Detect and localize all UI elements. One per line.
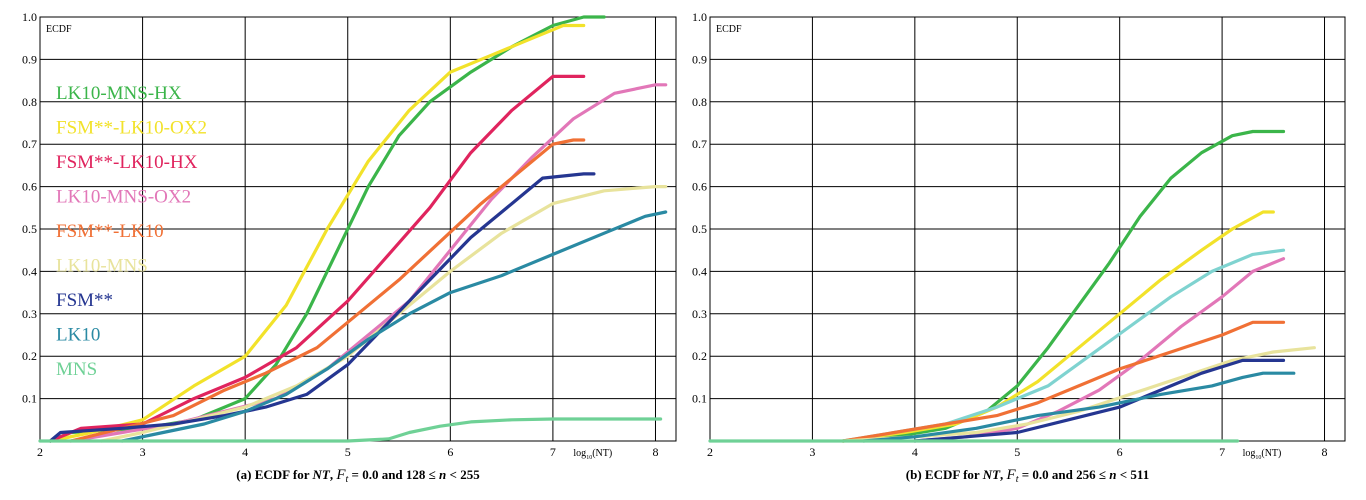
x-tick-label: 7 bbox=[1219, 445, 1225, 459]
x-axis-label-log: log bbox=[573, 448, 586, 459]
y-axis-label-a: ECDF bbox=[46, 24, 72, 35]
y-tick-label: 0.4 bbox=[22, 264, 37, 278]
caption-ft: F bbox=[335, 467, 346, 483]
y-tick-label: 0.3 bbox=[692, 307, 707, 321]
caption-prefix: (a) ECDF for bbox=[236, 467, 312, 482]
series-lines-b bbox=[708, 129, 1316, 443]
legend-entry: FSM**-LK10-HX bbox=[56, 152, 198, 173]
y-tick-label: 0.4 bbox=[692, 264, 707, 278]
x-axis-label-base: 10 bbox=[586, 455, 592, 461]
x-tick-label: 4 bbox=[912, 445, 918, 459]
caption-suffix: < 511 bbox=[1117, 467, 1150, 482]
x-tick-label: 3 bbox=[809, 445, 815, 459]
x-tick-label: 6 bbox=[447, 445, 453, 459]
caption-ft-sub: t bbox=[1016, 474, 1019, 485]
series-line bbox=[841, 210, 1275, 443]
series-line bbox=[38, 417, 663, 443]
x-tick-label: 6 bbox=[1117, 445, 1123, 459]
x-axis-label-b: log10(NT) bbox=[1243, 448, 1282, 461]
series-line bbox=[48, 23, 586, 443]
x-axis-label-nt: (NT) bbox=[592, 448, 612, 459]
chart-panel-b: 0.1 0.2 0.3 0.4 0.5 0.6 0.7 0.8 0.9 1.0 2 3 4 5 6 7 8 E… bbox=[692, 10, 1346, 485]
x-tick-labels-a: 2 3 4 5 6 7 8 bbox=[37, 445, 658, 459]
x-tick-label: 3 bbox=[140, 445, 146, 459]
caption-ft-sub: t bbox=[346, 474, 349, 485]
y-axis-label-b: ECDF bbox=[716, 24, 742, 35]
x-tick-label: 7 bbox=[550, 445, 556, 459]
caption-metric: NT bbox=[311, 467, 330, 482]
legend-entry: LK10-MNS-HX bbox=[56, 83, 182, 104]
y-tick-label: 0.2 bbox=[22, 349, 37, 363]
caption-a: (a) ECDF for NT, Ft = 0.0 and 128 ≤ n < … bbox=[236, 467, 480, 485]
caption-condition: = 0.0 and 128 ≤ bbox=[348, 467, 439, 482]
series-lines-a bbox=[38, 15, 668, 443]
series-line bbox=[120, 210, 668, 443]
y-tick-label: 0.7 bbox=[22, 137, 37, 151]
x-tick-label: 4 bbox=[242, 445, 248, 459]
chart-panel-a: 0.1 0.2 0.3 0.4 0.5 0.6 0.7 0.8 0.9 1.0 2 3 4 5 6 7 8 E… bbox=[22, 10, 677, 485]
series-line bbox=[69, 138, 586, 443]
caption-condition: = 0.0 and 256 ≤ bbox=[1019, 467, 1110, 482]
series-line bbox=[913, 257, 1286, 443]
x-tick-label: 8 bbox=[1322, 445, 1328, 459]
y-tick-label: 0.2 bbox=[692, 349, 707, 363]
y-tick-label: 0.5 bbox=[692, 222, 707, 236]
y-tick-label: 0.5 bbox=[22, 222, 37, 236]
series-line bbox=[48, 172, 596, 443]
legend-entry: MNS bbox=[56, 359, 97, 380]
x-tick-label: 2 bbox=[707, 445, 713, 459]
y-tick-labels-b: 0.1 0.2 0.3 0.4 0.5 0.6 0.7 0.8 0.9 1.0 bbox=[692, 10, 707, 406]
legend-entry: FSM** bbox=[56, 290, 113, 311]
x-tick-label: 2 bbox=[37, 445, 43, 459]
caption-n: n bbox=[1109, 467, 1116, 482]
caption-suffix: < 255 bbox=[446, 467, 480, 482]
legend-entry: LK10-MNS bbox=[56, 256, 148, 277]
series-line bbox=[841, 346, 1316, 443]
gridlines-b bbox=[710, 16, 1345, 441]
y-tick-label: 0.1 bbox=[692, 392, 707, 406]
series-line bbox=[862, 371, 1296, 443]
series-line bbox=[913, 358, 1286, 443]
legend-a: LK10-MNS-HX FSM**-LK10-OX2 FSM**-LK10-HX LK… bbox=[56, 83, 207, 380]
y-tick-label: 0.1 bbox=[22, 392, 37, 406]
y-tick-label: 1.0 bbox=[692, 10, 707, 24]
x-axis-label-nt: (NT) bbox=[1261, 448, 1281, 459]
caption-prefix: (b) ECDF for bbox=[906, 467, 983, 482]
series-line bbox=[841, 320, 1286, 443]
x-axis-label-a: log10(NT) bbox=[573, 448, 612, 461]
caption-mid: , bbox=[330, 467, 337, 482]
y-tick-label: 0.6 bbox=[692, 180, 707, 194]
x-tick-label: 5 bbox=[345, 445, 351, 459]
caption-metric: NT bbox=[982, 467, 1001, 482]
y-tick-label: 0.7 bbox=[692, 137, 707, 151]
y-tick-label: 0.9 bbox=[22, 52, 37, 66]
x-tick-label: 8 bbox=[652, 445, 658, 459]
y-tick-label: 0.6 bbox=[22, 180, 37, 194]
y-tick-label: 1.0 bbox=[22, 10, 37, 24]
y-tick-label: 0.8 bbox=[22, 95, 37, 109]
legend-entry: LK10-MNS-OX2 bbox=[56, 187, 191, 208]
x-tick-label: 5 bbox=[1014, 445, 1020, 459]
y-tick-label: 0.9 bbox=[692, 52, 707, 66]
y-tick-label: 0.8 bbox=[692, 95, 707, 109]
legend-entry: FSM**-LK10 bbox=[56, 221, 164, 242]
x-axis-label-base: 10 bbox=[1255, 455, 1261, 461]
caption-n: n bbox=[439, 467, 446, 482]
legend-entry: LK10 bbox=[56, 325, 100, 346]
y-tick-label: 0.3 bbox=[22, 307, 37, 321]
y-tick-labels-a: 0.1 0.2 0.3 0.4 0.5 0.6 0.7 0.8 0.9 1.0 bbox=[22, 10, 37, 406]
legend-entry: FSM**-LK10-OX2 bbox=[56, 118, 207, 139]
caption-b: (b) ECDF for NT, Ft = 0.0 and 256 ≤ n < … bbox=[906, 467, 1149, 485]
x-axis-label-log: log bbox=[1243, 448, 1256, 459]
caption-ft: F bbox=[1006, 467, 1017, 483]
x-tick-labels-b: 2 3 4 5 6 7 8 bbox=[707, 445, 1328, 459]
caption-mid: , bbox=[1000, 467, 1007, 482]
